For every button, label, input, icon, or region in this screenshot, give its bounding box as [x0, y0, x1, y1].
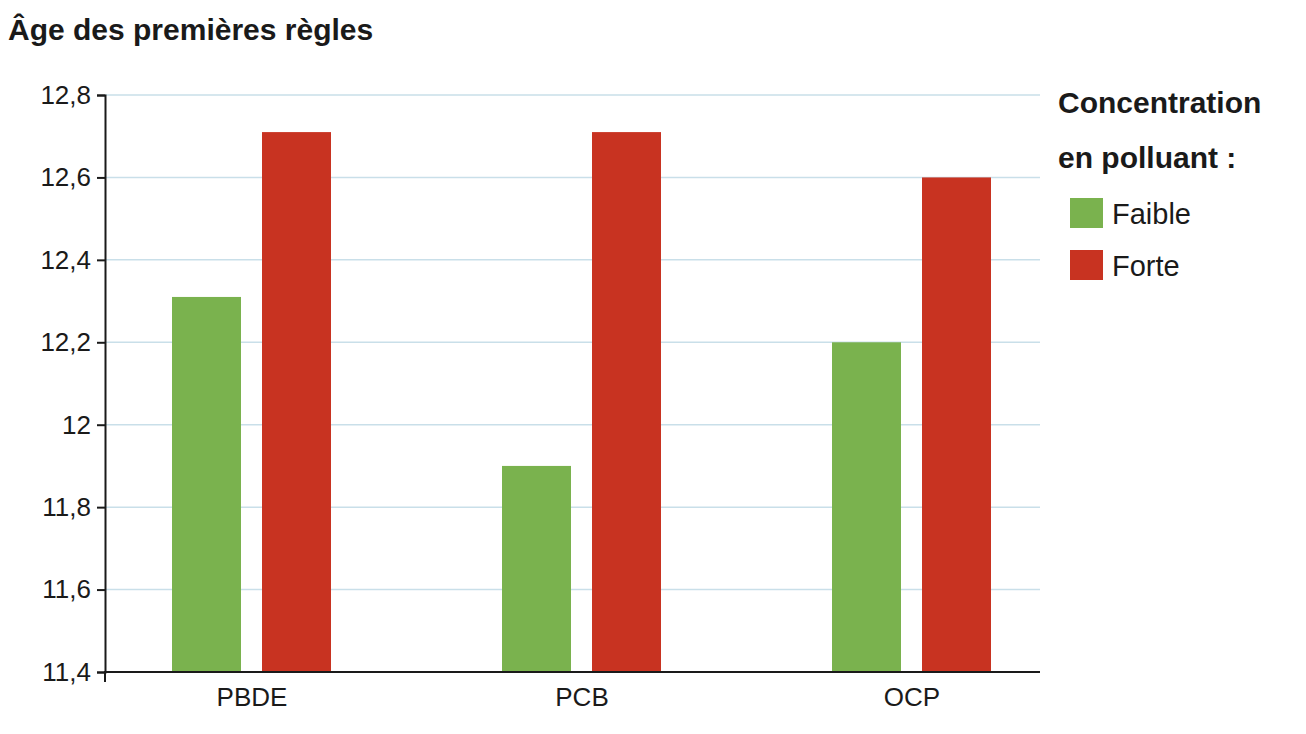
grid-line	[105, 671, 1040, 673]
y-tick-label: 12,4	[40, 245, 91, 275]
legend-label: Forte	[1112, 250, 1180, 282]
y-tick-mark	[97, 95, 105, 97]
grid-line	[105, 259, 1040, 261]
y-tick: 12,2	[40, 327, 105, 357]
legend-title: en polluant :	[1058, 141, 1236, 174]
x-tick: PBDE	[217, 682, 288, 712]
x-tick: PCB	[555, 682, 608, 712]
y-tick-label: 11,6	[42, 574, 91, 604]
y-tick: 12,4	[40, 245, 105, 275]
x-tick-label: PBDE	[217, 682, 288, 712]
y-tick-mark	[97, 507, 105, 509]
x-tick-label: PCB	[555, 682, 608, 712]
bar	[262, 132, 331, 672]
x-axis-tick	[104, 672, 106, 682]
legend-swatch	[1070, 250, 1103, 280]
legend: Concentration en polluant : Faible Forte	[1058, 86, 1261, 282]
bar	[592, 132, 661, 672]
y-tick: 12	[62, 410, 105, 440]
y-tick-mark	[97, 424, 105, 426]
y-tick: 11,6	[42, 574, 105, 604]
bar	[832, 342, 901, 672]
y-tick-mark	[97, 177, 105, 179]
bar	[922, 177, 991, 672]
chart: Âge des premières règles 11,4 11,6 11,8 12 12…	[0, 0, 1306, 734]
y-tick: 12,8	[40, 80, 105, 110]
bars	[172, 132, 991, 672]
y-tick-label: 11,4	[42, 657, 91, 687]
y-axis: 11,4 11,6 11,8 12 12,2 12,4 12,6 12,8	[40, 80, 105, 687]
y-tick-mark	[97, 672, 105, 674]
x-tick: OCP	[884, 682, 940, 712]
grid	[105, 95, 1040, 672]
x-axis-line	[104, 671, 1040, 673]
y-tick: 12,6	[40, 162, 105, 192]
grid-line	[105, 94, 1040, 96]
y-tick-label: 12,8	[40, 80, 91, 110]
y-tick: 11,4	[42, 657, 105, 687]
y-tick-mark	[97, 589, 105, 591]
bar	[502, 466, 571, 672]
y-tick: 11,8	[42, 492, 105, 522]
legend-label: Faible	[1112, 198, 1191, 230]
y-tick-label: 12	[62, 410, 91, 440]
title: Âge des premières règles	[8, 13, 373, 46]
bar	[172, 297, 241, 672]
y-axis-line	[97, 96, 106, 673]
y-tick-mark	[97, 342, 105, 344]
x-axis: PBDE PCB OCP	[104, 672, 1040, 712]
legend-swatch	[1070, 198, 1103, 228]
legend-title: Concentration	[1058, 86, 1261, 119]
y-tick-label: 11,8	[42, 492, 91, 522]
y-tick-label: 12,6	[40, 162, 91, 192]
y-tick-mark	[97, 259, 105, 261]
grid-line	[105, 177, 1040, 179]
y-tick-label: 12,2	[40, 327, 91, 357]
x-tick-label: OCP	[884, 682, 940, 712]
